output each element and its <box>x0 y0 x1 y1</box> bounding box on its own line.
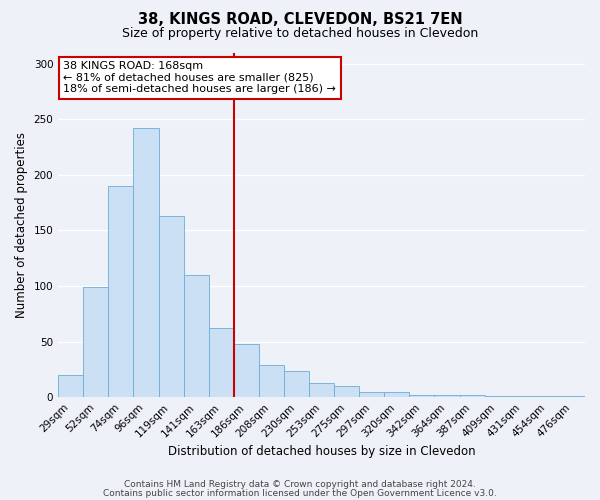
Bar <box>385 392 409 397</box>
Text: Size of property relative to detached houses in Clevedon: Size of property relative to detached ho… <box>122 28 478 40</box>
Bar <box>359 392 385 397</box>
X-axis label: Distribution of detached houses by size in Clevedon: Distribution of detached houses by size … <box>168 444 475 458</box>
Bar <box>434 395 460 397</box>
Bar <box>133 128 158 397</box>
Bar <box>158 216 184 397</box>
Bar <box>409 395 434 397</box>
Bar <box>284 370 309 397</box>
Text: Contains HM Land Registry data © Crown copyright and database right 2024.: Contains HM Land Registry data © Crown c… <box>124 480 476 489</box>
Bar <box>58 375 83 397</box>
Text: 38, KINGS ROAD, CLEVEDON, BS21 7EN: 38, KINGS ROAD, CLEVEDON, BS21 7EN <box>137 12 463 28</box>
Text: 38 KINGS ROAD: 168sqm
← 81% of detached houses are smaller (825)
18% of semi-det: 38 KINGS ROAD: 168sqm ← 81% of detached … <box>64 61 337 94</box>
Bar <box>535 396 560 397</box>
Bar <box>83 287 109 397</box>
Y-axis label: Number of detached properties: Number of detached properties <box>15 132 28 318</box>
Bar <box>184 275 209 397</box>
Bar <box>109 186 133 397</box>
Bar <box>259 365 284 397</box>
Bar <box>234 344 259 397</box>
Bar <box>309 383 334 397</box>
Bar <box>334 386 359 397</box>
Text: Contains public sector information licensed under the Open Government Licence v3: Contains public sector information licen… <box>103 488 497 498</box>
Bar <box>209 328 234 397</box>
Bar <box>485 396 510 397</box>
Bar <box>560 396 585 397</box>
Bar <box>460 395 485 397</box>
Bar <box>510 396 535 397</box>
